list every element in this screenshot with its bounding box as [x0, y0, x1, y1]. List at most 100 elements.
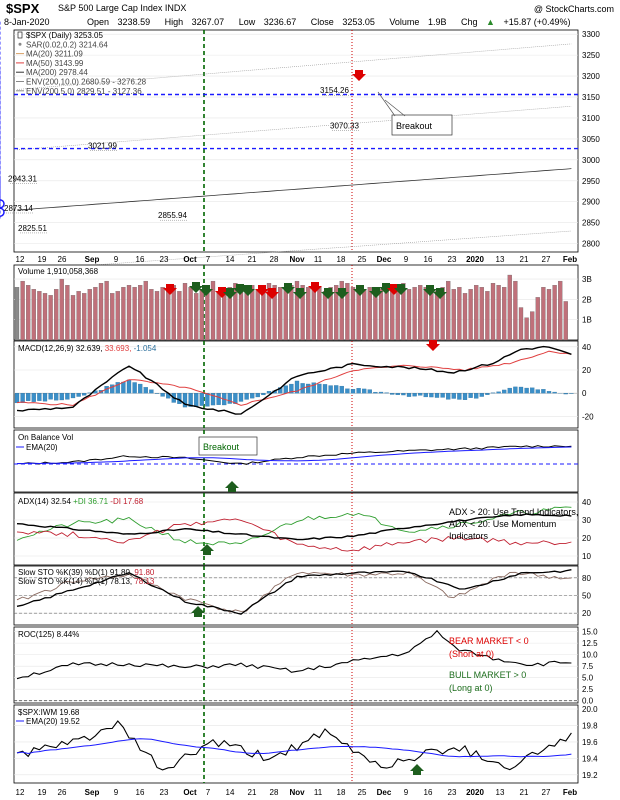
macd-histogram-bar	[210, 393, 216, 406]
macd-histogram-bar	[48, 393, 53, 400]
stochastics-axis-tick-label: 80	[582, 574, 591, 583]
price-axis-tick-label: 3150	[582, 93, 600, 102]
volume-bar	[227, 287, 232, 341]
date-axis-label: 9	[404, 255, 409, 264]
volume-buy-arrow-icon	[281, 283, 295, 294]
volume-sell-arrow-icon	[308, 282, 322, 293]
chart-header: $SPX S&P 500 Large Cap Index INDX @ Stoc…	[0, 0, 620, 30]
date-axis-label: 13	[496, 255, 505, 264]
low-marker	[0, 207, 5, 217]
adx-axis-tick-label: 20	[582, 534, 591, 543]
macd-histogram-bar	[485, 393, 490, 395]
adx-note-line: Indicators	[449, 531, 489, 541]
volume-bar	[367, 287, 372, 341]
ratio-axis-tick-label: 19.6	[582, 738, 598, 747]
price-axis-tick-label: 3200	[582, 72, 600, 81]
quote-date: 8-Jan-2020	[4, 17, 50, 27]
volume-bar	[530, 311, 535, 341]
bull-market-subnote: (Long at 0)	[449, 683, 493, 693]
macd-histogram-bar	[37, 393, 42, 401]
volume-bar	[300, 285, 305, 341]
roc-legend: ROC(125) 8.44%	[18, 630, 79, 639]
stochastics-axis-tick-label: 50	[582, 592, 591, 601]
volume-bar	[182, 283, 188, 341]
volume-bar	[250, 285, 255, 341]
volume-bar	[255, 289, 260, 341]
macd-histogram-bar	[440, 393, 445, 398]
macd-histogram-bar	[70, 393, 76, 399]
date-axis-bottom: 12 19 26 Sep 9 16 23 Oct 7 14 21 28 Nov 11 18 25 Dec 9 16 2…	[16, 788, 578, 797]
volume-bar	[373, 291, 378, 341]
volume-bar	[350, 287, 356, 341]
env-5-upper-line	[16, 106, 572, 151]
volume-bar	[177, 291, 182, 341]
macd-axis-tick-label: 20	[582, 366, 591, 375]
volume-value: 1.9B	[427, 17, 447, 27]
brand-watermark: @ StockCharts.com	[533, 4, 614, 14]
close-label: Close	[310, 17, 334, 27]
date-axis-label: 14	[226, 255, 235, 264]
obv-legend: On Balance Vol	[18, 433, 73, 442]
macd-histogram-bar	[563, 393, 568, 395]
stochastics-39-legend-d: 91.80	[134, 568, 155, 577]
macd-histogram-bar	[121, 381, 126, 394]
price-axis-tick-label: 3100	[582, 114, 600, 123]
roc-axis-tick-label: 10.0	[582, 651, 598, 660]
date-axis-label: 16	[136, 788, 145, 797]
adx-line	[16, 513, 572, 541]
obv-breakout-callout-box	[198, 436, 258, 456]
macd-histogram-bar	[188, 393, 193, 407]
adx-panel	[13, 492, 579, 566]
price-legend-item: MA(20) 3211.09	[26, 50, 83, 59]
stochastics-axis-tick-label: 20	[582, 609, 591, 618]
macd-histogram-bar	[429, 393, 434, 398]
volume-bar	[418, 285, 423, 341]
volume-bar	[322, 291, 328, 341]
volume-bar	[222, 293, 227, 341]
date-axis-label: 27	[542, 788, 551, 797]
adx-legend-minus-di: -DI 17.68	[110, 497, 143, 506]
bear-market-subnote: (Short at 0)	[449, 649, 494, 659]
date-axis-label: 9	[114, 255, 119, 264]
price-axis-tick-label: 2800	[582, 240, 600, 249]
date-axis-label: 16	[136, 255, 145, 264]
volume-buy-arrow-icon	[223, 288, 237, 299]
date-axis-label: 27	[542, 255, 551, 264]
volume-bar	[462, 293, 468, 341]
volume-bar	[513, 280, 518, 341]
date-axis-label: 2020	[466, 255, 484, 264]
macd-histogram-bar	[541, 389, 546, 394]
volume-bar	[93, 287, 98, 341]
volume-bar	[434, 291, 440, 341]
low-marker	[0, 199, 5, 209]
ratio-axis-tick-label: 19.2	[582, 771, 598, 780]
macd-histogram-bar	[451, 393, 456, 399]
price-axis-tick-label: 3300	[582, 30, 600, 39]
volume-axis-tick-label: 1B	[582, 316, 592, 325]
macd-histogram-bar	[502, 389, 507, 394]
volume-bar	[65, 285, 70, 341]
volume-bar	[238, 289, 244, 341]
macd-histogram-bar	[479, 393, 484, 397]
date-axis-label: 21	[520, 255, 529, 264]
stochastics-14-legend-k: Slow STO %K(14) %D(1) 78.13,	[18, 577, 134, 586]
macd-histogram-bar	[446, 393, 451, 400]
volume-bar	[188, 287, 193, 341]
volume-buy-arrow-icon	[321, 288, 335, 299]
volume-bar	[451, 289, 456, 341]
price-axis-tick-label: 2900	[582, 198, 600, 207]
macd-histogram-bar	[496, 391, 501, 394]
macd-histogram-bar	[65, 393, 70, 400]
volume-bar	[412, 287, 417, 341]
macd-histogram-bar	[322, 384, 328, 394]
volume-bar	[524, 317, 529, 341]
price-axis-tick-label: 2850	[582, 219, 600, 228]
volume-buy-arrow-icon	[241, 285, 255, 296]
volume-bar	[199, 289, 204, 341]
date-axis-label: 28	[270, 255, 279, 264]
adx-axis-tick-label: 30	[582, 516, 591, 525]
macd-legend-hist: -1.054	[134, 344, 157, 353]
macd-histogram-bar	[250, 393, 255, 399]
adx-note-line: ADX < 20: Use Momentum	[449, 519, 556, 529]
